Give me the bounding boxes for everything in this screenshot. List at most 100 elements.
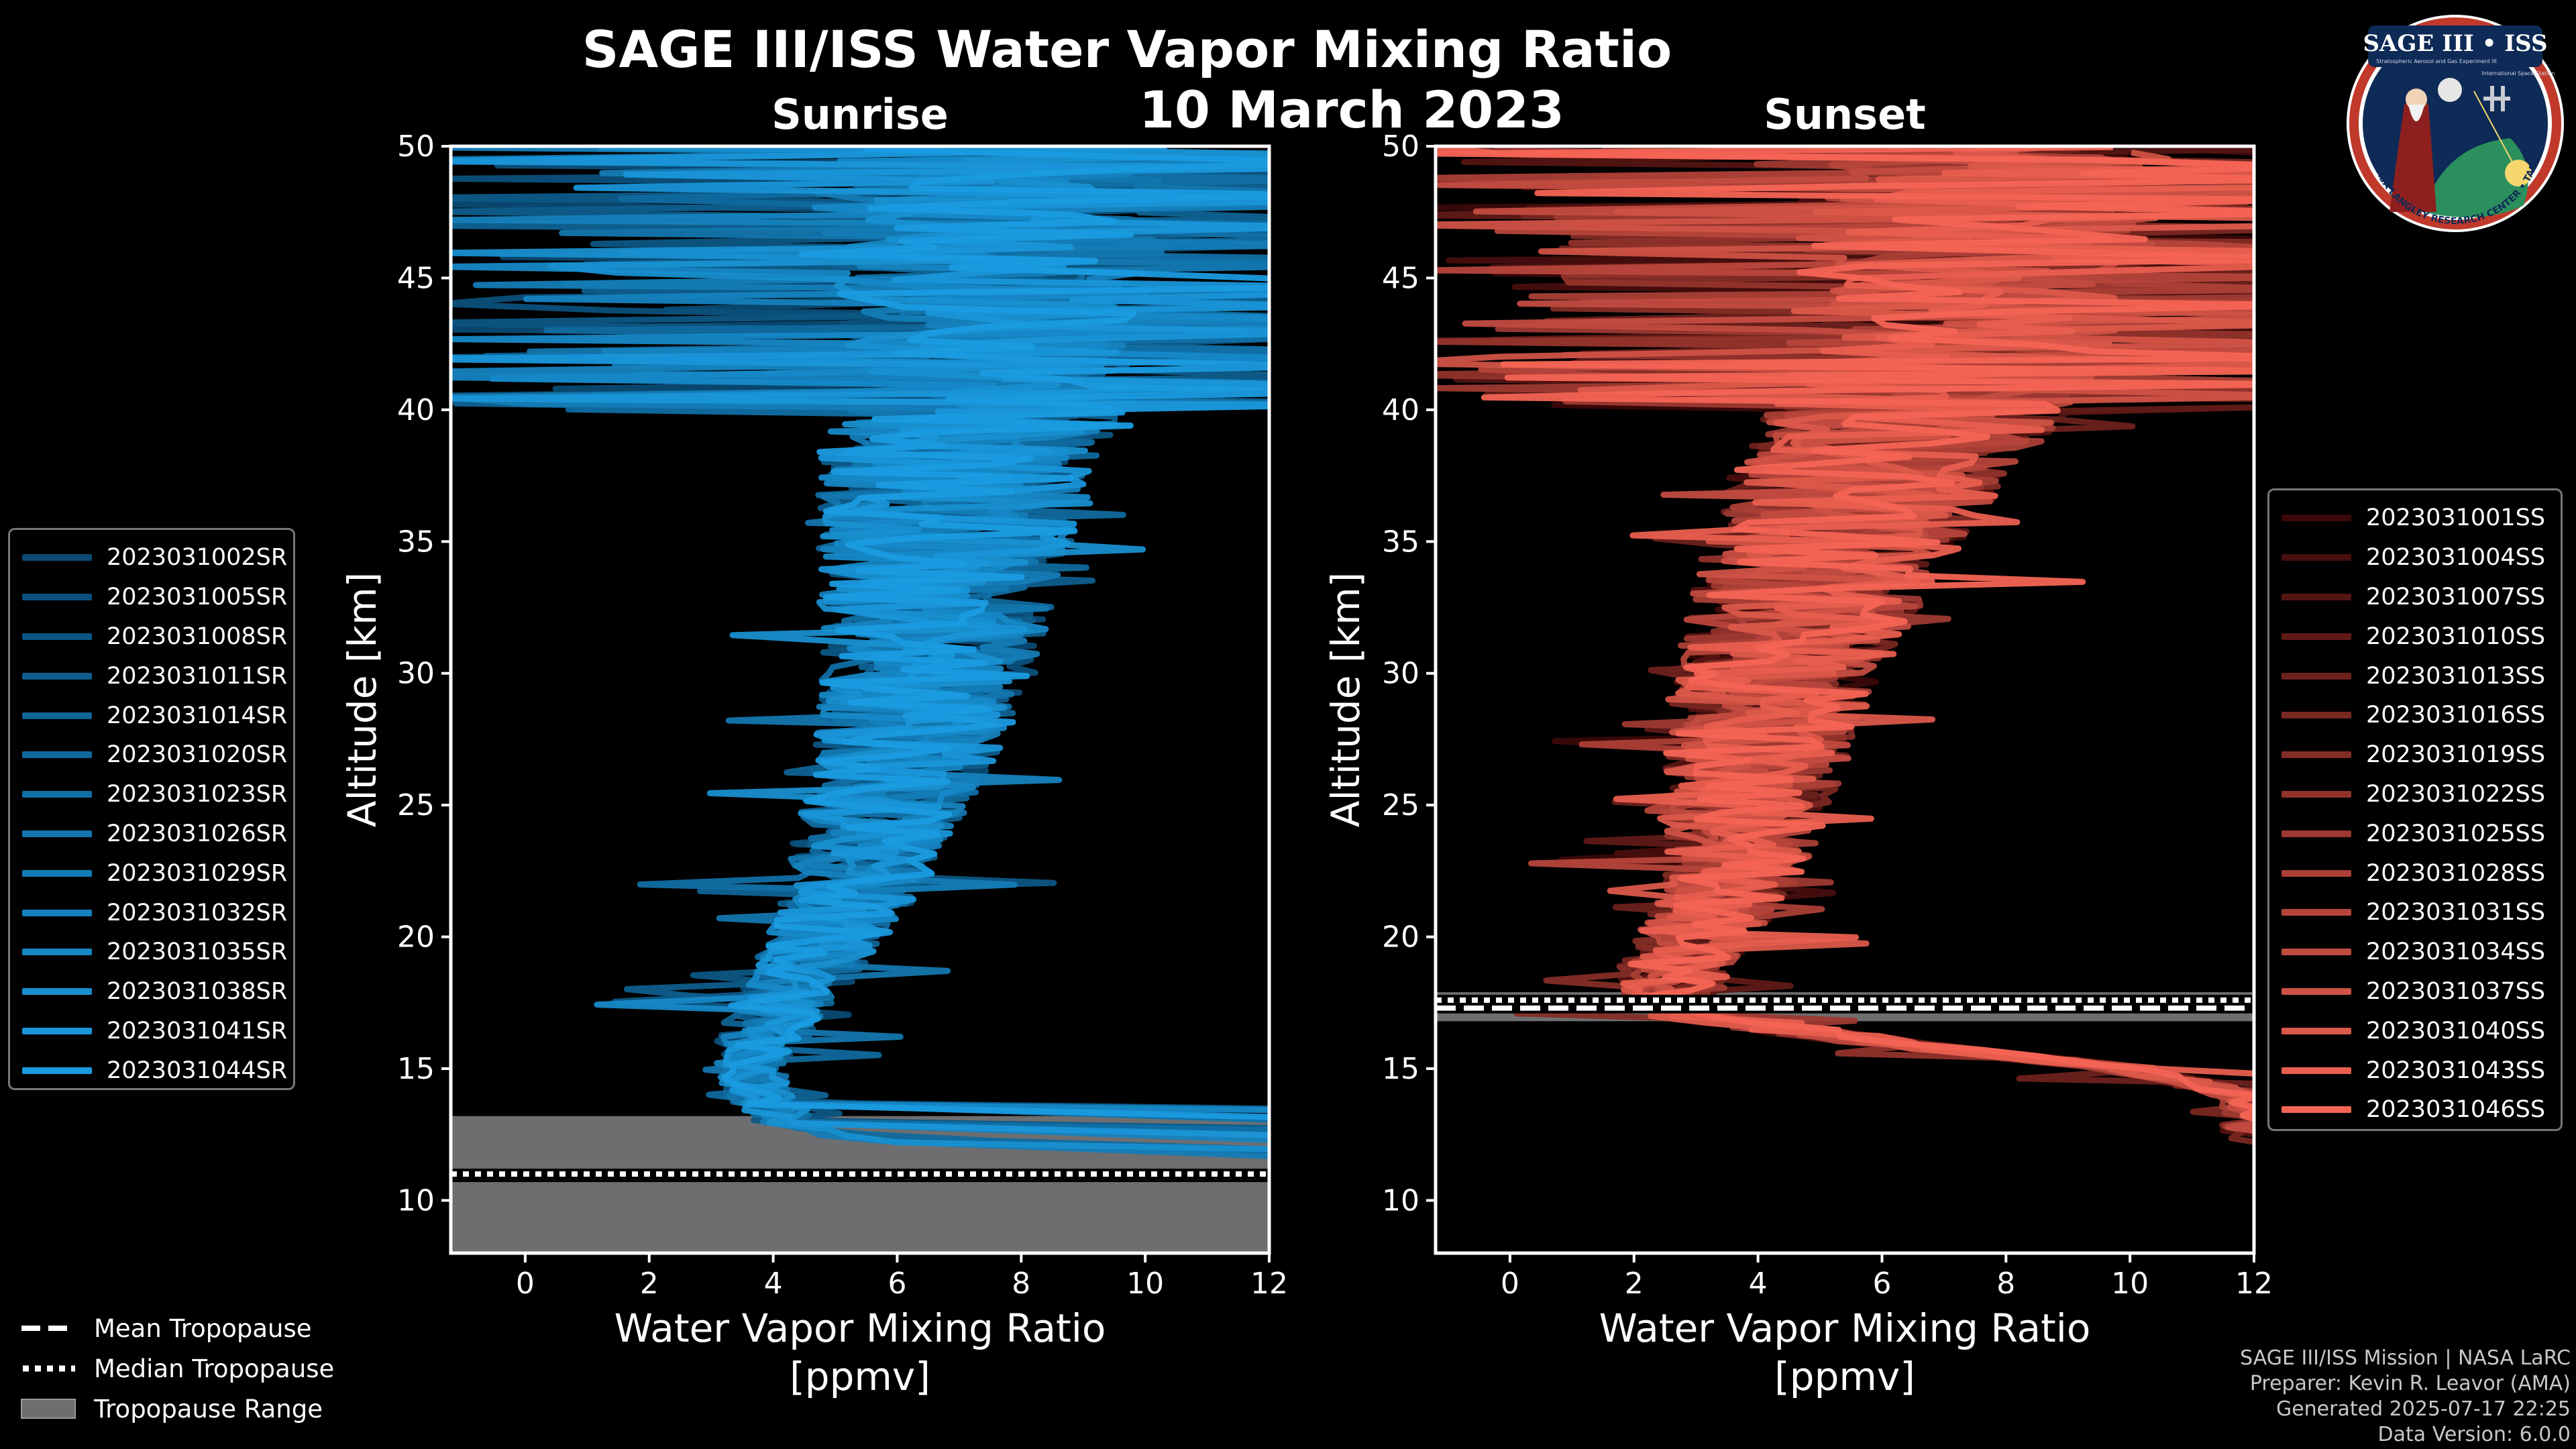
footer-credits: SAGE III/ISS Mission | NASA LaRC Prepare…: [2240, 1346, 2571, 1448]
legend-item-2023031037SS: 2023031037SS: [2269, 972, 2561, 1012]
legend-label: 2023031025SS: [2366, 820, 2546, 847]
sunset-panel-title: Sunset: [1764, 90, 1926, 139]
legend-item-2023031001SS: 2023031001SS: [2269, 498, 2561, 538]
legend-label: 2023031046SS: [2366, 1096, 2546, 1124]
legend-item-2023031010SS: 2023031010SS: [2269, 616, 2561, 656]
legend-item-2023031011SR: 2023031011SR: [10, 656, 293, 696]
logo-sub-text: Stratospheric Aerosol and Gas Experiment…: [2376, 58, 2496, 64]
sunset-panel: 0 2 4 6 8 10 12 10 15 20 25 30 35 40 45 50 Altitude [km…: [1323, 129, 2273, 1399]
x-tick-label: 8: [1996, 1267, 2015, 1301]
sunset-legend: 2023031001SS 2023031004SS 2023031007SS 2023…: [2267, 488, 2563, 1131]
legend-swatch: [2282, 949, 2351, 956]
legend-swatch: [22, 949, 92, 956]
legend-item-2023031005SR: 2023031005SR: [10, 578, 293, 617]
legend-label: 2023031038SR: [107, 978, 288, 1006]
sunset-plot-area: [1436, 146, 2254, 1145]
legend-swatch: [2282, 515, 2351, 522]
legend-swatch: [22, 751, 92, 759]
logo-top-text: SAGE III • ISS: [2363, 30, 2547, 57]
logo-moon: [2438, 78, 2462, 102]
legend-swatch: [2282, 830, 2351, 837]
figure-date: 10 March 2023: [1139, 80, 1564, 140]
tropopause-legend: Mean Tropopause Median Tropopause Tropop…: [20, 1308, 334, 1429]
legend-label: 2023031019SS: [2366, 741, 2546, 769]
legend-item-2023031040SS: 2023031040SS: [2269, 1011, 2561, 1051]
legend-item-2023031007SS: 2023031007SS: [2269, 578, 2561, 617]
legend-median-tropopause: Median Tropopause: [20, 1348, 334, 1389]
legend-swatch: [22, 594, 92, 601]
y-tick-label: 50: [397, 129, 435, 164]
legend-swatch: [2282, 712, 2351, 719]
figure-title: SAGE III/ISS Water Vapor Mixing Ratio: [582, 19, 1672, 79]
legend-swatch: [22, 712, 92, 719]
legend-label: 2023031040SS: [2366, 1017, 2546, 1044]
dashed-line-swatch: [21, 1326, 75, 1331]
y-tick-label: 25: [1382, 788, 1419, 822]
x-tick-label: 4: [1749, 1267, 1768, 1301]
footer-generated: Generated 2025-07-17 22:25: [2275, 1397, 2571, 1421]
x-tick-label: 0: [1501, 1267, 1519, 1301]
footer-preparer: Preparer: Kevin R. Leavor (AMA): [2249, 1372, 2571, 1395]
legend-tropopause-range: Tropopause Range: [20, 1389, 334, 1429]
sunset-axes-frame: [1434, 144, 2256, 1255]
legend-item-2023031038SR: 2023031038SR: [10, 972, 293, 1012]
legend-label: 2023031029SR: [107, 859, 288, 887]
y-tick-label: 45: [1382, 261, 1419, 295]
y-tick-label: 15: [1382, 1052, 1419, 1086]
legend-label: 2023031010SS: [2366, 623, 2546, 650]
profile-line-2023031040SS: [1577, 146, 2254, 1099]
legend-swatch: [22, 554, 92, 561]
x-tick-label: 6: [1872, 1267, 1891, 1301]
y-tick-label: 30: [397, 657, 435, 691]
y-tick-label: 40: [1382, 393, 1419, 427]
legend-swatch: [2282, 1067, 2351, 1074]
y-tick-label: 20: [397, 920, 435, 955]
legend-label: 2023031022SS: [2366, 780, 2546, 808]
legend-label: 2023031013SS: [2366, 662, 2546, 690]
legend-item-2023031034SS: 2023031034SS: [2269, 932, 2561, 972]
legend-item-2023031025SS: 2023031025SS: [2269, 814, 2561, 853]
legend-label: 2023031031SS: [2366, 899, 2546, 926]
legend-item-2023031043SS: 2023031043SS: [2269, 1051, 2561, 1090]
legend-item-2023031014SR: 2023031014SR: [10, 696, 293, 735]
y-tick-label: 30: [1382, 657, 1419, 691]
legend-label: 2023031044SR: [107, 1057, 288, 1084]
legend-item-2023031020SR: 2023031020SR: [10, 735, 293, 775]
sunrise-plot-area: [451, 146, 1269, 1253]
legend-swatch: [22, 869, 92, 877]
legend-swatch: [2282, 672, 2351, 680]
legend-swatch: [2282, 751, 2351, 759]
legend-item-2023031022SS: 2023031022SS: [2269, 775, 2561, 814]
x-tick-label: 2: [1625, 1267, 1644, 1301]
legend-item-2023031035SR: 2023031035SR: [10, 932, 293, 972]
legend-label: 2023031011SR: [107, 662, 288, 690]
legend-swatch: [22, 909, 92, 916]
x-tick-label: 4: [764, 1267, 783, 1301]
sunrise-panel: 0 2 4 6 8 10 12 10 15 20 25 30 35 40 45 50 Altitude [km…: [339, 129, 1288, 1399]
y-tick-label: 35: [397, 525, 435, 559]
x-tick-label: 10: [2111, 1267, 2149, 1301]
profile-line-2023031044SR: [721, 146, 1269, 1120]
legend-item-2023031029SR: 2023031029SR: [10, 853, 293, 893]
legend-item-2023031013SS: 2023031013SS: [2269, 656, 2561, 696]
x-tick-label: 10: [1126, 1267, 1164, 1301]
logo-station: [2483, 86, 2510, 111]
y-tick-label: 10: [1382, 1183, 1419, 1218]
y-tick-label: 40: [397, 393, 435, 427]
legend-item-2023031046SS: 2023031046SS: [2269, 1090, 2561, 1130]
legend-item-2023031032SR: 2023031032SR: [10, 893, 293, 932]
legend-swatch: [22, 672, 92, 680]
legend-label: 2023031014SR: [107, 702, 288, 729]
y-tick-label: 10: [397, 1183, 435, 1218]
x-tick-label: 12: [2235, 1267, 2273, 1301]
legend-label: 2023031008SR: [107, 623, 288, 650]
legend-label: 2023031026SR: [107, 820, 288, 847]
footer-version: Data Version: 6.0.0: [2377, 1423, 2571, 1446]
legend-swatch: [2282, 554, 2351, 561]
profile-line-2023031046SS: [1436, 146, 2254, 1122]
legend-swatch: [2282, 593, 2351, 600]
legend-mean-tropopause: Mean Tropopause: [20, 1308, 334, 1348]
y-tick-label: 15: [397, 1052, 435, 1086]
sunset-x-axis-label: Water Vapor Mixing Ratio [ppmv]: [1599, 1305, 2091, 1399]
